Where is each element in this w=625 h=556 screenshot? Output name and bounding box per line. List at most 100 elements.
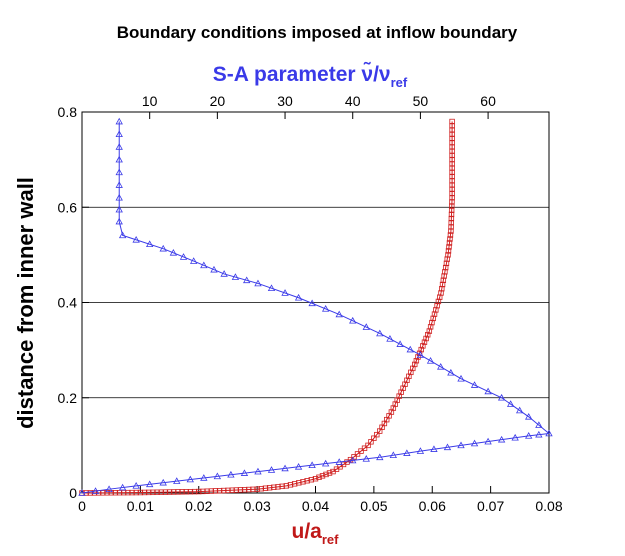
data-point [129,489,135,496]
data-point [416,351,425,358]
y-tick-label: 0.6 [58,199,78,215]
data-point [362,323,370,330]
data-point [448,207,455,213]
data-point [308,477,315,483]
data-point [420,343,426,349]
data-point [183,489,189,495]
data-point [448,224,454,230]
data-point [304,478,310,484]
data-point [291,481,298,487]
bottom-axis-label: u/aref [292,520,340,547]
series-layer [78,117,553,496]
data-point [349,456,357,464]
data-point [319,473,326,479]
bottom-tick-label: 0.01 [127,498,154,514]
y-axis-label: distance from inner wall [13,177,38,429]
data-point [175,489,181,495]
top-tick-label: 20 [210,93,226,109]
y-tick-label: 0 [69,485,77,501]
y-tick-label: 0.4 [58,295,78,311]
bottom-tick-label: 0.02 [185,498,212,514]
data-point [179,253,188,260]
data-point [154,489,160,495]
data-point [146,480,154,488]
data-point [413,358,420,364]
top-tick-label: 30 [277,93,293,109]
data-point [335,458,343,465]
data-point [416,447,425,454]
data-point [281,289,289,296]
data-point [200,474,208,481]
data-point [254,486,260,492]
data-point [233,487,239,493]
bottom-tick-label: 0.04 [302,498,329,514]
data-point [166,489,173,495]
data-point [447,232,454,238]
data-point [446,240,453,246]
data-point [484,437,492,445]
data-point [449,203,455,209]
data-point [418,346,424,353]
bottom-tick-label: 0.08 [535,498,562,514]
data-point [231,273,240,280]
data-point [254,279,262,287]
top-axis-label-main: S-A parameter ν̃/ν [213,62,391,86]
data-point [267,284,276,292]
data-point [457,374,465,382]
data-point [425,332,431,338]
data-point [146,240,154,248]
top-tick-label: 50 [413,93,429,109]
data-point [287,482,294,488]
data-point [115,117,123,125]
data-point [312,476,319,482]
data-point [449,118,455,125]
data-point [321,459,330,467]
data-point [105,485,113,492]
data-point [115,217,123,225]
data-point [115,181,123,188]
data-point [323,471,329,478]
data-point [173,477,181,484]
data-point [112,490,119,496]
axis-ticks: 0 0.01 0.02 0.03 0.04 0.05 0.06 0.07 0.08 10 20 30 4… [58,93,563,514]
data-point [281,464,289,472]
data-point [225,487,231,494]
data-point [374,431,380,438]
data-point [525,412,533,420]
data-point [443,443,452,451]
data-point [386,334,394,342]
data-point [159,478,167,486]
data-point [262,485,269,491]
data-point [437,362,445,370]
data-point [365,442,371,449]
series-line [81,121,551,494]
data-point [133,489,139,496]
data-point [515,406,524,414]
data-point [497,435,506,443]
data-point [525,432,533,439]
data-point [449,199,455,205]
data-point [115,155,123,163]
data-point [294,462,303,470]
data-point [326,470,333,476]
data-point [371,435,377,441]
chart-title: Boundary conditions imposed at inflow bo… [117,23,518,42]
data-point [316,474,322,480]
y-tick-label: 0.2 [58,390,78,406]
data-point [208,488,214,494]
data-point [354,451,361,457]
data-point [447,368,455,376]
data-point [115,205,123,213]
data-point [118,483,127,491]
data-point [279,483,285,490]
data-point [448,220,454,226]
data-point [448,211,455,218]
data-point [200,261,208,269]
data-point [300,479,306,485]
data-point [308,299,316,307]
data-point [335,310,343,318]
data-point [403,449,411,456]
data-point [389,451,398,459]
data-point [535,421,543,428]
